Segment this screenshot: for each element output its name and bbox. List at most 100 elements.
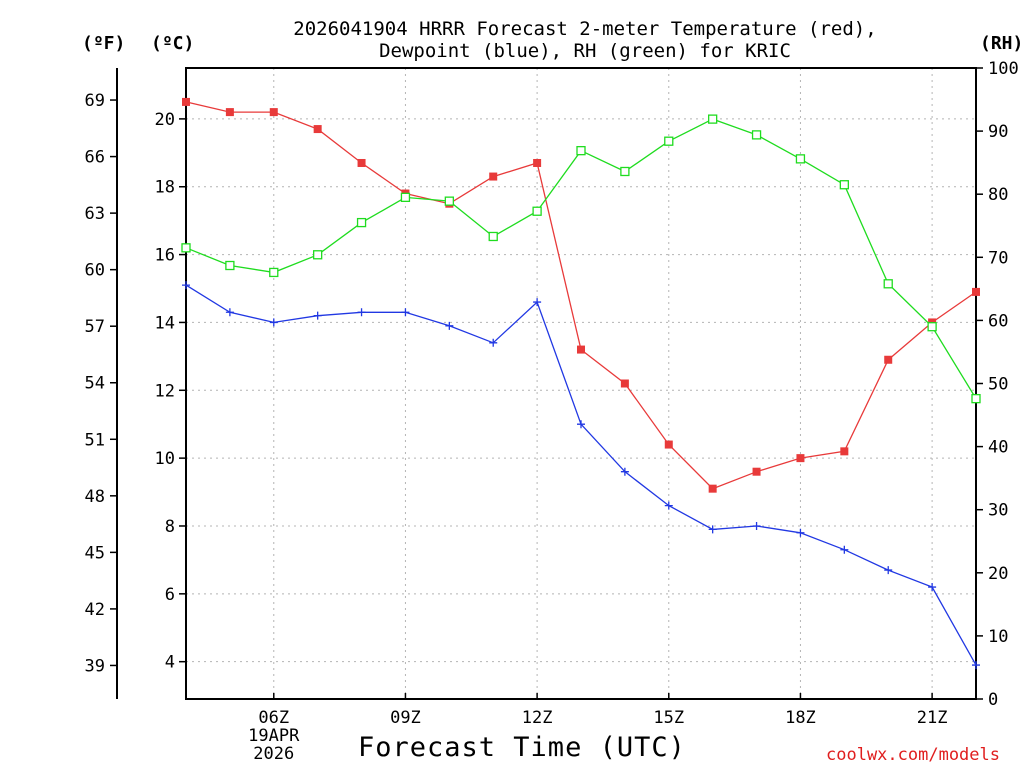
fahrenheit-tick-label: 63: [85, 204, 105, 224]
chart-title-line2: Dewpoint (blue), RH (green) for KRIC: [379, 40, 791, 62]
data-point-temperature: [884, 355, 893, 364]
data-point-rh: [751, 130, 762, 140]
rh-tick-label: 100: [988, 59, 1019, 79]
data-point-rh: [532, 206, 542, 216]
chart-title-line1: 2026041904 HRRR Forecast 2-meter Tempera…: [293, 18, 877, 40]
data-point-dewpoint: [752, 521, 761, 530]
celsius-tick-label: 8: [165, 517, 175, 537]
x-tick-label: 21Z: [917, 708, 948, 728]
data-point-dewpoint: [313, 311, 322, 320]
data-point-dewpoint: [489, 338, 498, 347]
rh-unit-label: (RH): [980, 33, 1024, 54]
data-point-dewpoint: [401, 308, 410, 317]
data-point-dewpoint: [620, 467, 629, 476]
fahrenheit-unit-label: (ºF): [82, 33, 126, 54]
fahrenheit-tick-label: 51: [85, 430, 105, 450]
data-point-rh: [225, 260, 235, 271]
data-point-rh: [708, 114, 718, 124]
data-point-temperature: [664, 440, 673, 449]
fahrenheit-tick-label: 69: [85, 91, 105, 111]
data-point-temperature: [489, 172, 498, 181]
data-point-temperature: [269, 108, 278, 117]
data-point-rh: [488, 231, 498, 242]
series-line-dewpoint: [185, 284, 977, 666]
celsius-tick-label: 4: [165, 653, 175, 673]
rh-tick-label: 80: [988, 185, 1008, 205]
data-point-temperature: [796, 454, 805, 463]
x-axis-title: Forecast Time (UTC): [358, 732, 686, 763]
data-point-temperature: [357, 158, 366, 167]
data-point-temperature: [577, 345, 585, 354]
data-point-temperature: [533, 158, 542, 167]
rh-tick-label: 20: [988, 564, 1008, 584]
celsius-tick-label: 10: [155, 449, 175, 469]
date-label-year: 2026: [253, 744, 294, 764]
data-point-dewpoint: [533, 298, 542, 307]
data-point-rh: [400, 192, 411, 203]
data-point-rh: [883, 279, 893, 289]
data-point-rh: [839, 180, 849, 190]
data-point-dewpoint: [445, 321, 454, 330]
data-point-dewpoint: [577, 420, 585, 429]
x-tick-label: 06Z: [258, 708, 289, 728]
rh-tick-label: 50: [988, 375, 1008, 395]
series-line-rh: [185, 118, 977, 399]
source-credit: coolwx.com/models: [826, 745, 1000, 765]
data-point-rh: [664, 136, 674, 146]
data-point-temperature: [620, 379, 629, 388]
data-point-rh: [795, 154, 806, 164]
data-point-rh: [576, 146, 586, 156]
data-point-temperature: [840, 447, 849, 456]
x-tick-label: 12Z: [522, 708, 553, 728]
fahrenheit-tick-label: 42: [85, 600, 105, 620]
data-point-temperature: [708, 484, 717, 493]
data-point-rh: [927, 322, 937, 332]
plot-frame: [185, 67, 977, 700]
x-tick-label: 15Z: [653, 708, 684, 728]
data-point-dewpoint: [225, 308, 234, 317]
data-point-dewpoint: [840, 545, 849, 554]
rh-tick-label: 70: [988, 248, 1008, 268]
celsius-tick-label: 14: [155, 313, 175, 333]
data-point-temperature: [313, 125, 322, 134]
data-point-dewpoint: [972, 661, 980, 670]
fahrenheit-tick-label: 39: [85, 656, 105, 676]
data-point-temperature: [225, 108, 234, 117]
data-point-rh: [971, 393, 981, 404]
data-point-dewpoint: [357, 308, 366, 317]
fahrenheit-tick-label: 57: [85, 317, 105, 337]
data-point-dewpoint: [928, 583, 937, 592]
data-point-rh: [269, 267, 279, 278]
x-tick-label: 18Z: [785, 708, 816, 728]
data-point-rh: [356, 217, 367, 228]
rh-tick-label: 40: [988, 438, 1008, 458]
celsius-tick-label: 18: [155, 178, 175, 198]
data-point-dewpoint: [182, 281, 190, 290]
rh-tick-label: 10: [988, 627, 1008, 647]
x-tick-label: 09Z: [390, 708, 421, 728]
data-point-rh: [444, 196, 454, 206]
data-point-dewpoint: [884, 566, 893, 575]
data-point-dewpoint: [708, 525, 717, 534]
fahrenheit-tick-label: 48: [85, 487, 105, 507]
series-line-temperature: [185, 101, 977, 490]
data-point-temperature: [752, 467, 761, 476]
data-point-dewpoint: [269, 318, 278, 327]
celsius-tick-label: 16: [155, 246, 175, 266]
celsius-unit-label: (ºC): [151, 33, 195, 54]
data-point-rh: [620, 166, 630, 177]
fahrenheit-tick-label: 45: [85, 543, 105, 563]
fahrenheit-tick-label: 66: [85, 148, 105, 168]
data-point-dewpoint: [796, 528, 805, 537]
rh-tick-label: 90: [988, 122, 1008, 142]
celsius-tick-label: 12: [155, 381, 175, 401]
rh-tick-label: 0: [988, 690, 998, 710]
data-point-temperature: [182, 97, 190, 106]
fahrenheit-tick-label: 54: [85, 374, 105, 394]
rh-tick-label: 60: [988, 311, 1008, 331]
fahrenheit-tick-label: 60: [85, 261, 105, 281]
data-point-rh: [313, 250, 323, 260]
date-label-month: 19APR: [248, 726, 300, 746]
celsius-tick-label: 20: [155, 110, 175, 130]
